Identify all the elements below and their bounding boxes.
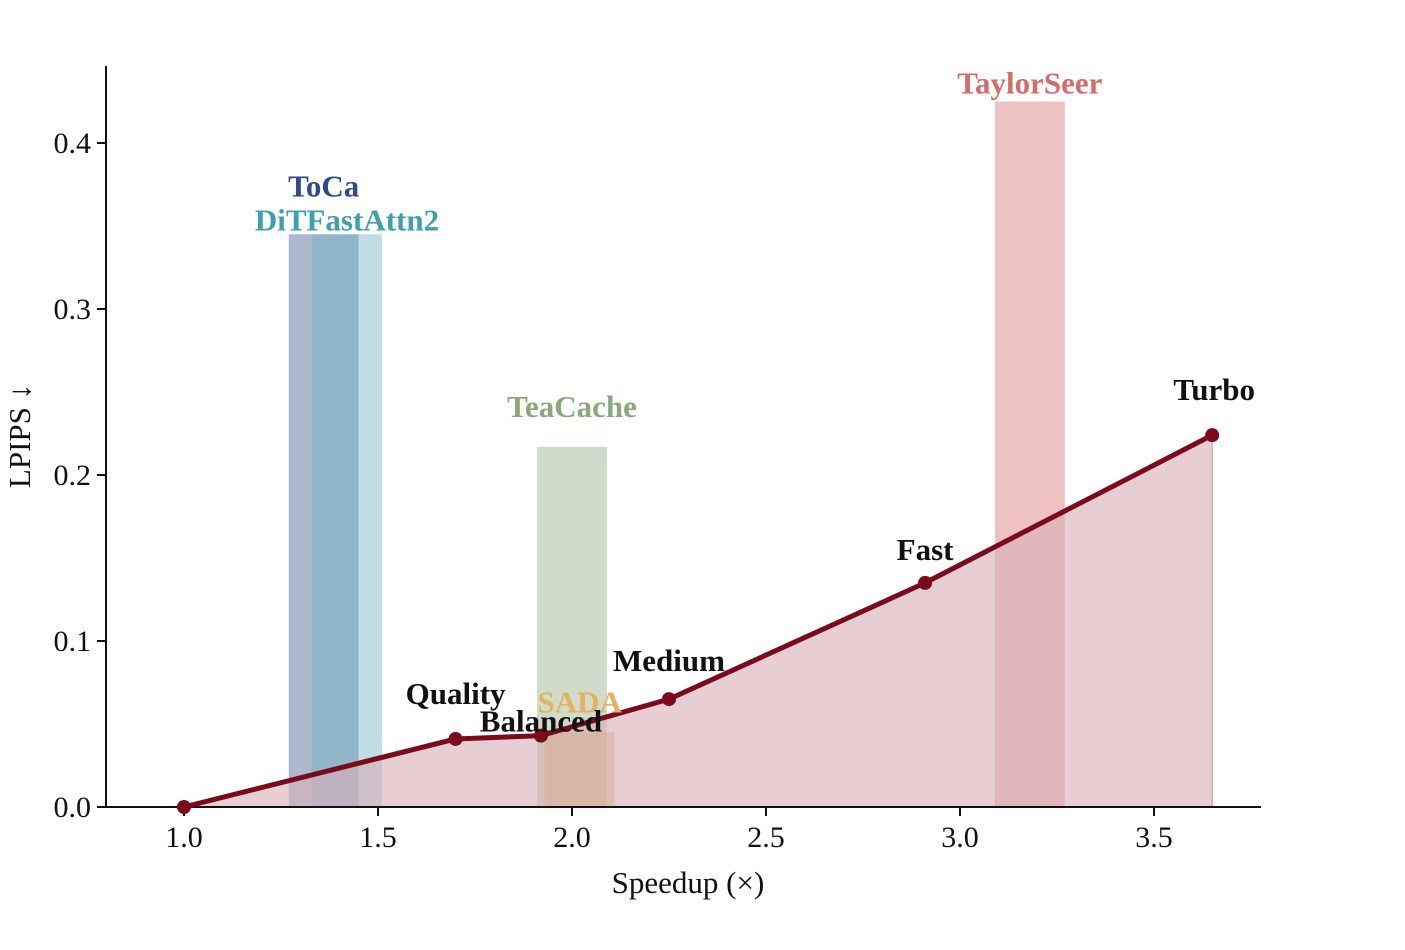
x-tick-label: 3.5 xyxy=(1135,821,1173,854)
x-axis-label: Speedup (×) xyxy=(612,865,765,900)
curve-point-medium xyxy=(662,692,676,707)
y-tick-label: 0.2 xyxy=(54,459,92,492)
bar-label-sada: SADA xyxy=(538,684,623,719)
point-label-turbo: Turbo xyxy=(1173,372,1255,407)
point-label-medium: Medium xyxy=(613,643,725,678)
y-tick-label: 0.1 xyxy=(54,625,92,658)
y-axis-label: LPIPS ↓ xyxy=(2,384,37,488)
x-tick-label: 2.5 xyxy=(747,821,785,854)
curve-point-balanced xyxy=(533,728,548,743)
x-tick-label: 2.0 xyxy=(553,821,591,854)
bar-toca xyxy=(288,234,359,808)
ticks: 1.0 1.5 2.0 2.5 3.0 3.5 0.0 0.1 0.2 0.3 0.4 xyxy=(54,127,1173,854)
x-tick-label: 3.0 xyxy=(941,821,979,854)
y-tick-label: 0.4 xyxy=(54,127,92,160)
axes xyxy=(105,66,1261,808)
curve-point-quality xyxy=(448,731,463,746)
bar-label-ditfastattn2: DiTFastAttn2 xyxy=(255,202,439,237)
y-tick-label: 0.0 xyxy=(54,791,92,824)
bar-label-teacache: TeaCache xyxy=(507,389,637,424)
x-tick-label: 1.0 xyxy=(165,821,203,854)
speedup-curve xyxy=(177,428,1220,814)
point-label-fast: Fast xyxy=(897,532,955,567)
speedup-line xyxy=(181,432,1215,810)
bar-ditfastattn2 xyxy=(312,234,382,808)
curve-point xyxy=(177,800,191,814)
x-tick-label: 1.5 xyxy=(359,821,397,854)
curve-point-fast xyxy=(918,575,933,590)
point-label-quality: Quality xyxy=(406,676,506,711)
curve-point-turbo xyxy=(1205,428,1220,443)
y-tick-label: 0.3 xyxy=(54,293,92,326)
point-label-balanced: Balanced xyxy=(480,704,602,739)
bar-label-toca: ToCa xyxy=(288,168,360,203)
bar-label-taylorseer: TaylorSeer xyxy=(957,66,1102,101)
